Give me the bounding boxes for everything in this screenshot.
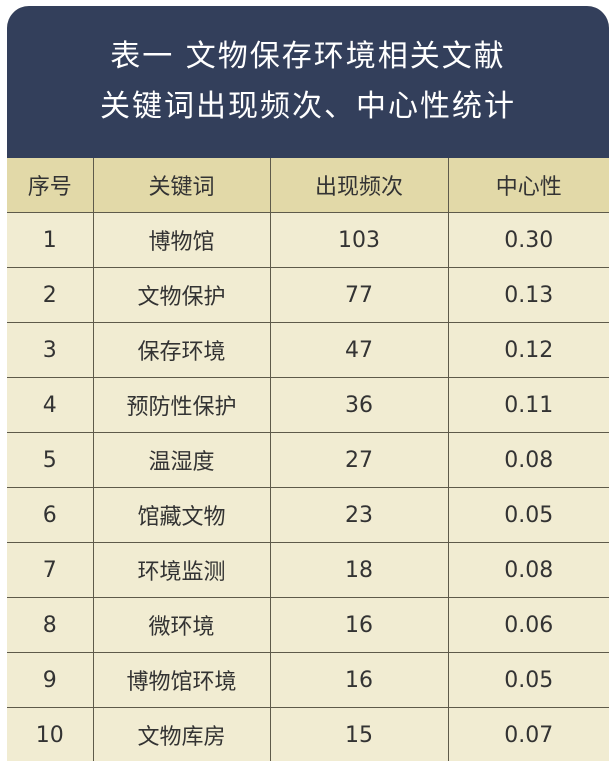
cell-frequency: 15 [269,707,449,761]
cell-centrality: 0.06 [447,597,609,653]
table-row: 6 馆藏文物 23 0.05 [7,487,609,543]
header-centrality: 中心性 [447,158,609,213]
table-row: 3 保存环境 47 0.12 [7,322,609,378]
title-line-1: 表一 文物保存环境相关文献 [110,39,506,74]
cell-centrality: 0.08 [447,432,609,488]
table-row: 9 博物馆环境 16 0.05 [7,652,609,708]
statistics-card: 表一 文物保存环境相关文献 关键词出现频次、中心性统计 序号 关键词 出现频次 … [7,6,609,761]
table-row: 7 环境监测 18 0.08 [7,542,609,598]
cell-index: 2 [7,267,94,323]
cell-index: 3 [7,322,94,378]
cell-index: 8 [7,597,94,653]
header-index: 序号 [7,158,94,213]
cell-keyword: 博物馆环境 [92,652,271,708]
cell-centrality: 0.08 [447,542,609,598]
cell-frequency: 16 [269,597,449,653]
table-row: 1 博物馆 103 0.30 [7,212,609,268]
cell-frequency: 23 [269,487,449,543]
cell-centrality: 0.07 [447,707,609,761]
cell-frequency: 18 [269,542,449,598]
table-row: 10 文物库房 15 0.07 [7,707,609,761]
cell-index: 5 [7,432,94,488]
cell-keyword: 博物馆 [92,212,271,268]
table-row: 8 微环境 16 0.06 [7,597,609,653]
cell-keyword: 环境监测 [92,542,271,598]
cell-centrality: 0.05 [447,487,609,543]
cell-index: 4 [7,377,94,433]
header-row: 序号 关键词 出现频次 中心性 [7,158,609,213]
cell-centrality: 0.13 [447,267,609,323]
title-line-2: 关键词出现频次、中心性统计 [100,89,516,124]
cell-keyword: 微环境 [92,597,271,653]
cell-frequency: 47 [269,322,449,378]
table-row: 4 预防性保护 36 0.11 [7,377,609,433]
cell-centrality: 0.11 [447,377,609,433]
cell-keyword: 文物保护 [92,267,271,323]
cell-keyword: 保存环境 [92,322,271,378]
cell-index: 7 [7,542,94,598]
table-header: 序号 关键词 出现频次 中心性 [7,158,609,213]
cell-centrality: 0.05 [447,652,609,708]
cell-frequency: 27 [269,432,449,488]
cell-index: 10 [7,707,94,761]
table-row: 5 温湿度 27 0.08 [7,432,609,488]
header-frequency: 出现频次 [269,158,449,213]
cell-index: 9 [7,652,94,708]
table-row: 2 文物保护 77 0.13 [7,267,609,323]
cell-centrality: 0.30 [447,212,609,268]
cell-keyword: 馆藏文物 [92,487,271,543]
keyword-statistics-table: 序号 关键词 出现频次 中心性 1 博物馆 103 0.30 2 文物保护 77… [7,158,609,761]
cell-keyword: 温湿度 [92,432,271,488]
cell-frequency: 103 [269,212,449,268]
cell-index: 6 [7,487,94,543]
cell-centrality: 0.12 [447,322,609,378]
cell-frequency: 77 [269,267,449,323]
cell-keyword: 文物库房 [92,707,271,761]
cell-frequency: 36 [269,377,449,433]
cell-index: 1 [7,212,94,268]
header-keyword: 关键词 [92,158,271,213]
table-title: 表一 文物保存环境相关文献 关键词出现频次、中心性统计 [7,6,609,158]
cell-keyword: 预防性保护 [92,377,271,433]
cell-frequency: 16 [269,652,449,708]
table-body: 1 博物馆 103 0.30 2 文物保护 77 0.13 3 保存环境 47 … [7,212,609,761]
